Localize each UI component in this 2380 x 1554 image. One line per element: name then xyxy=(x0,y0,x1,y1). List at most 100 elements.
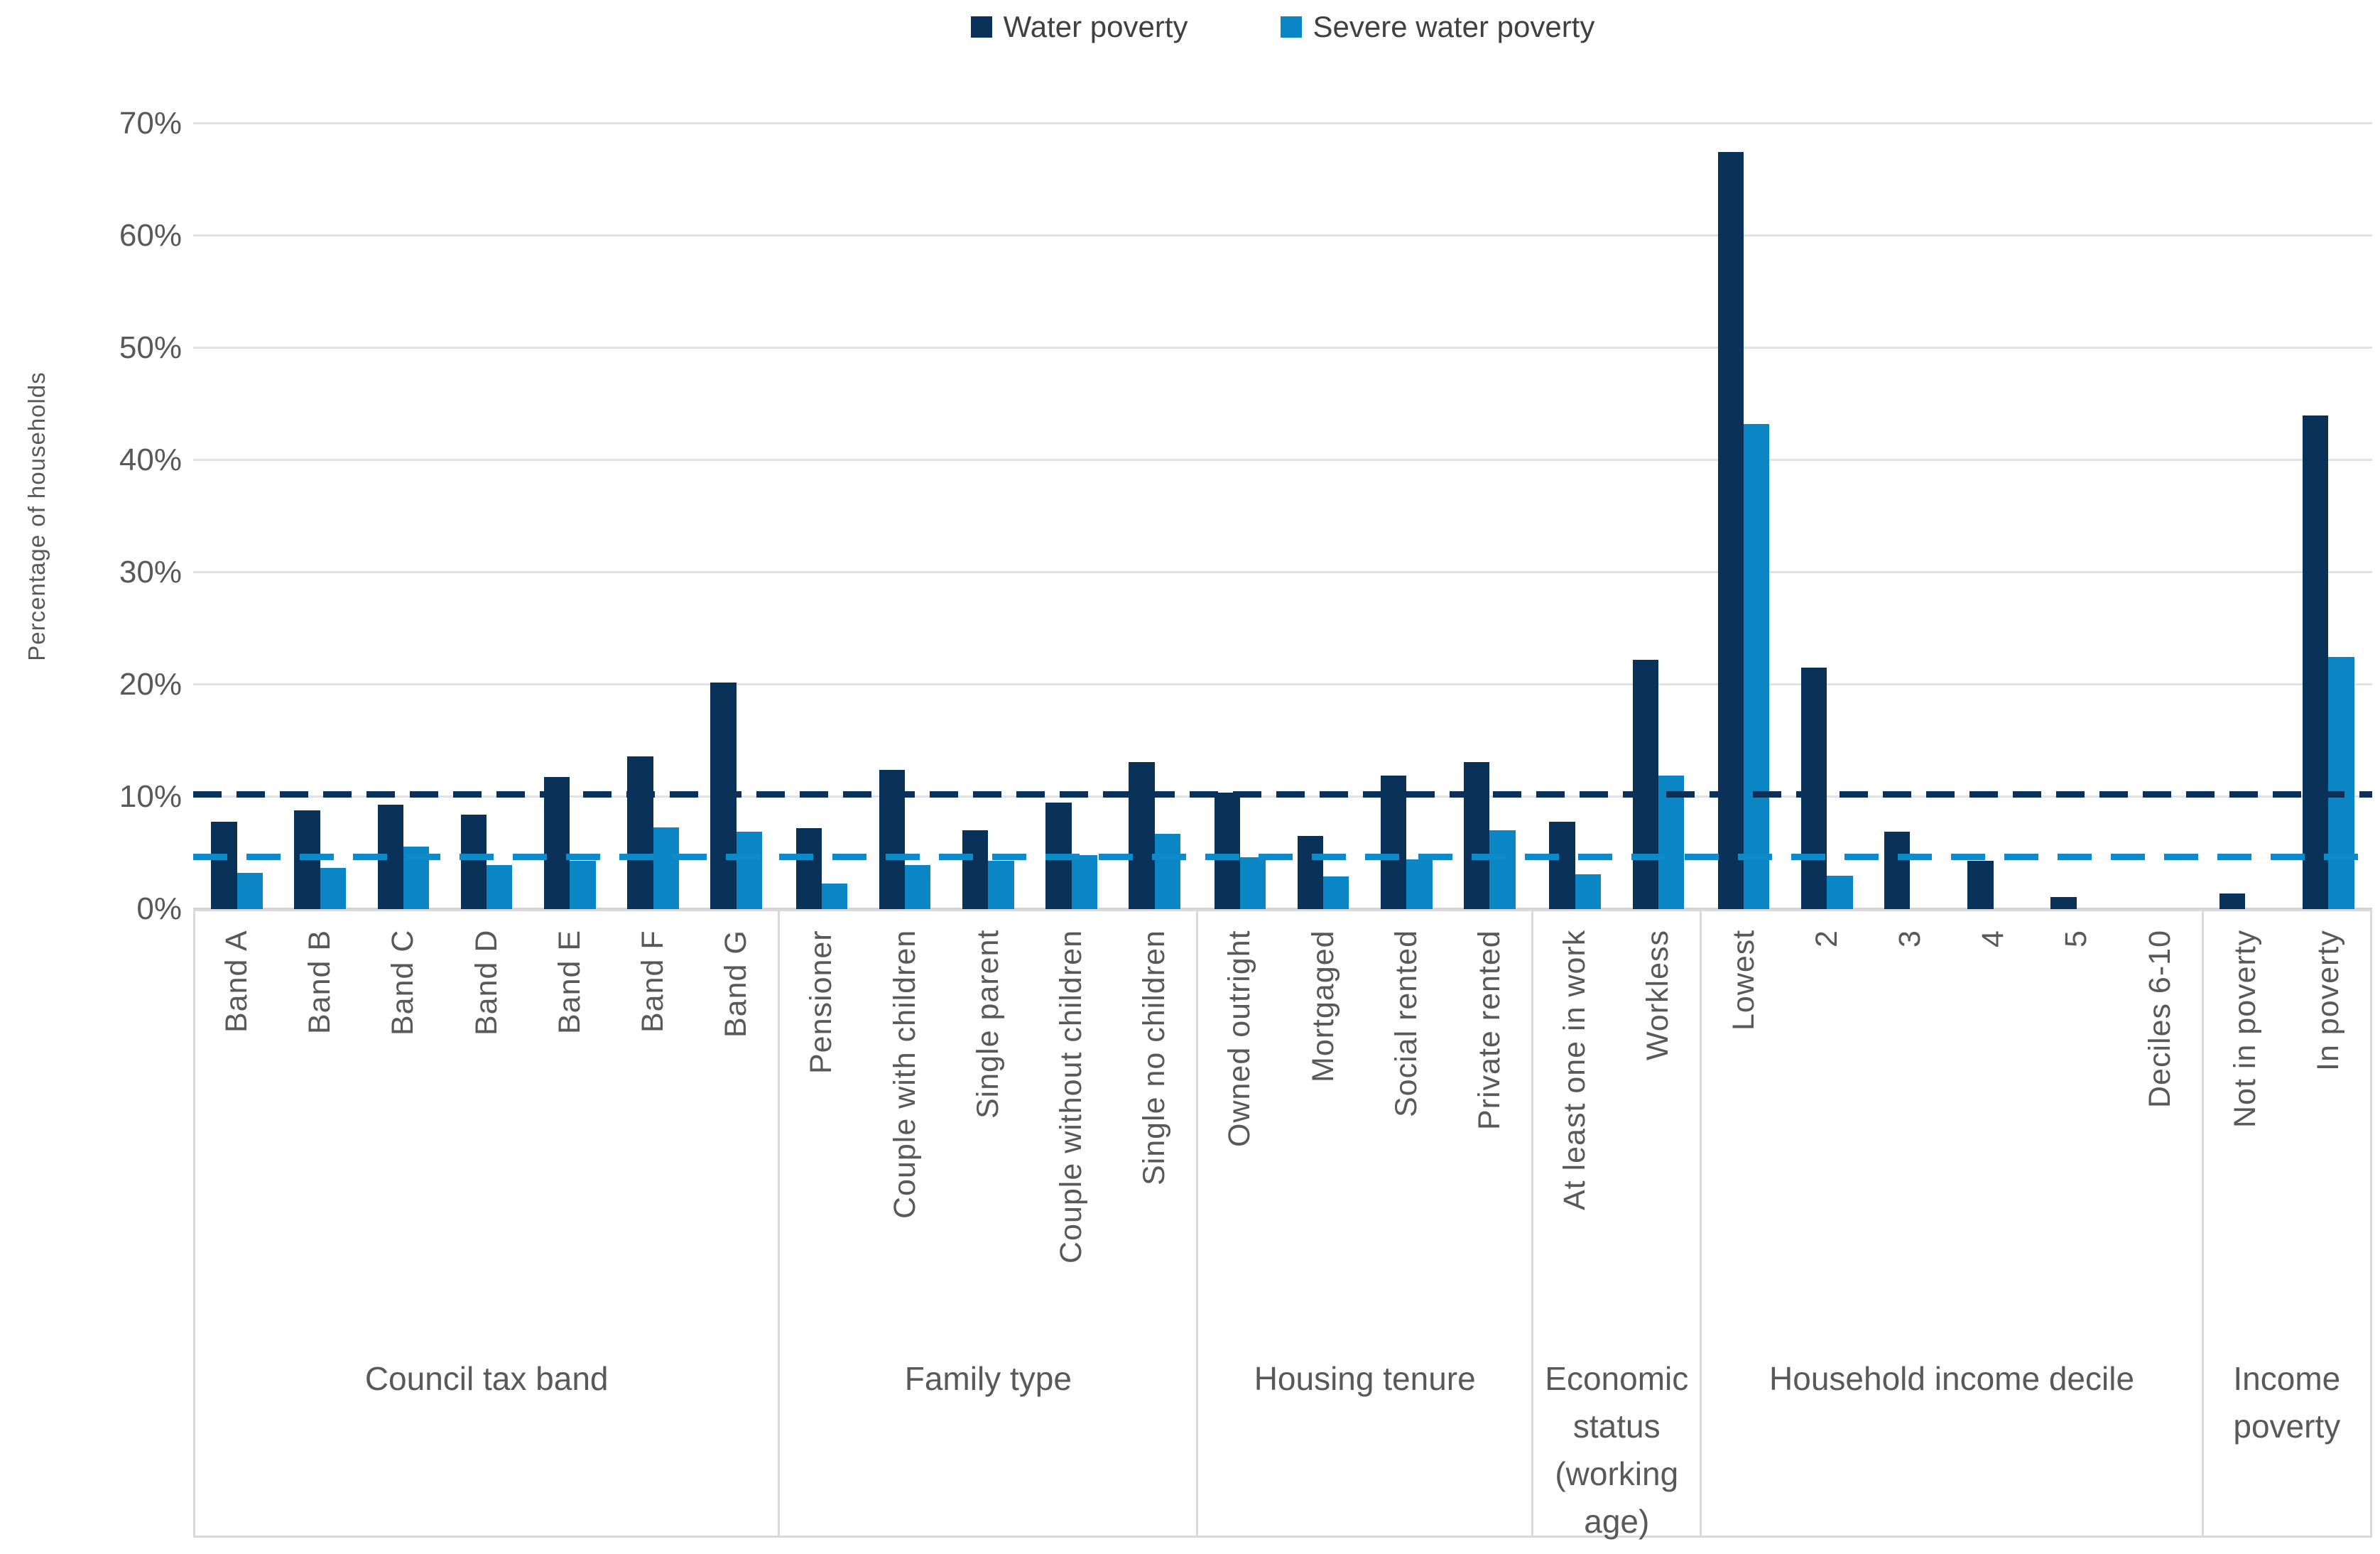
category-tick-cell: 2 xyxy=(1786,911,1869,1353)
severe-water-poverty-bar xyxy=(1827,875,1853,909)
category-tick-label: Band A xyxy=(219,930,254,1033)
severe-water-poverty-bar xyxy=(1239,857,1266,909)
bar-pair xyxy=(1198,124,1281,909)
severe-water-poverty-bar xyxy=(487,865,513,909)
water-poverty-bar xyxy=(460,815,487,909)
water-poverty-bar xyxy=(1464,762,1490,909)
legend-label: Water poverty xyxy=(1003,10,1188,43)
category-group-label: Income poverty xyxy=(2233,1360,2341,1445)
water-poverty-bar xyxy=(2303,415,2329,909)
severe-water-poverty-bar xyxy=(570,861,596,909)
severe-water-poverty-bar xyxy=(1744,424,1770,909)
category-tick-cell: Couple without children xyxy=(1030,911,1113,1353)
category-tick-cell: Not in poverty xyxy=(2204,911,2287,1353)
severe-water-poverty-swatch-icon xyxy=(1280,16,1302,38)
water-poverty-bar xyxy=(795,828,822,909)
y-tick-label: 60% xyxy=(119,218,182,253)
water-poverty-swatch-icon xyxy=(970,16,992,38)
category-tick-label: Band F xyxy=(636,930,670,1033)
category-tick-cell: Lowest xyxy=(1702,911,1785,1353)
y-tick-label: 30% xyxy=(119,555,182,589)
x-axis-line xyxy=(193,908,2372,910)
category-tick-row: Band A Band B Band C Band D Band E Band F Band… xyxy=(195,911,778,1353)
severe-water-poverty-bar xyxy=(1489,830,1516,909)
bar-pair xyxy=(2204,124,2287,909)
category-group-label: Housing tenure xyxy=(1254,1360,1476,1397)
water-poverty-bar xyxy=(1129,762,1155,909)
bar-pair xyxy=(528,124,612,909)
water-poverty-bar xyxy=(1884,831,1911,909)
category-tick-label: Owned outright xyxy=(1222,930,1257,1147)
category-tick-label: Band G xyxy=(719,930,754,1038)
category-group-label: Household income decile xyxy=(1769,1360,2135,1397)
category-tick-cell: Band A xyxy=(195,911,278,1353)
category-tick-label: Deciles 6-10 xyxy=(2142,930,2177,1108)
category-tick-cell: Private rented xyxy=(1448,911,1531,1353)
category-tick-cell: Band G xyxy=(695,911,778,1353)
category-tick-cell: Band D xyxy=(445,911,528,1353)
bar-groups xyxy=(193,124,2372,909)
gridline xyxy=(193,347,2372,349)
category-tick-label: At least one in work xyxy=(1558,930,1592,1211)
category-tick-label: Couple with children xyxy=(887,930,922,1219)
bar-pair xyxy=(1113,124,1196,909)
category-tick-cell: Owned outright xyxy=(1198,911,1281,1353)
bar-pair xyxy=(612,124,695,909)
severe-water-poverty-bar xyxy=(905,865,931,909)
severe-water-poverty-bar xyxy=(1323,876,1349,909)
water-poverty-bar xyxy=(627,756,653,909)
water-poverty-bar xyxy=(1632,660,1658,909)
bar-pair xyxy=(1869,124,1952,909)
category-tick-row: Not in poverty In poverty xyxy=(2204,911,2370,1353)
severe-water-poverty-bar xyxy=(1575,874,1601,909)
y-tick-label: 0% xyxy=(136,891,182,926)
bar-pair xyxy=(1448,124,1531,909)
category-tick-cell: 3 xyxy=(1869,911,1952,1353)
category-tick-cell: Band B xyxy=(278,911,362,1353)
category-tick-label: 3 xyxy=(1892,930,1927,947)
water-poverty-bar xyxy=(1297,836,1324,909)
category-group-box: Lowest 2 3 4 5 Deciles 6-10 Household income d… xyxy=(1700,911,2201,1536)
water-poverty-bar xyxy=(1380,775,1407,909)
category-tick-cell: Couple with children xyxy=(864,911,947,1353)
category-group-box: Owned outright Mortgaged Social rented Priv… xyxy=(1196,911,1531,1536)
gridline xyxy=(193,459,2372,462)
category-tick-label: Single parent xyxy=(970,930,1005,1119)
bar-pair xyxy=(195,124,278,909)
category-tick-label: Lowest xyxy=(1726,930,1761,1031)
bar-pair xyxy=(780,124,863,909)
bar-group xyxy=(1196,124,1531,909)
category-tick-cell: Single parent xyxy=(947,911,1030,1353)
water-poverty-bar xyxy=(2050,896,2077,909)
severe-water-poverty-bar xyxy=(1406,859,1433,909)
category-tick-row: Owned outright Mortgaged Social rented Priv… xyxy=(1198,911,1531,1353)
water-poverty-bar xyxy=(1967,861,1994,909)
category-axis: Band A Band B Band C Band D Band E Band F Band… xyxy=(193,909,2372,1540)
water-poverty-bar xyxy=(1549,821,1575,909)
category-tick-cell: Single no children xyxy=(1113,911,1196,1353)
category-tick-label: Couple without children xyxy=(1054,930,1088,1264)
category-tick-cell: Band C xyxy=(362,911,445,1353)
plot-area xyxy=(193,122,2372,910)
bar-pair xyxy=(445,124,528,909)
severe-water-poverty-average-line xyxy=(193,854,2372,861)
category-tick-label: Band E xyxy=(552,930,587,1035)
category-tick-label: 5 xyxy=(2059,930,2094,947)
severe-water-poverty-bar xyxy=(988,861,1014,909)
water-poverty-bar xyxy=(1800,668,1827,909)
severe-water-poverty-bar xyxy=(320,867,347,909)
category-tick-cell: 4 xyxy=(1952,911,2035,1353)
category-tick-label: In poverty xyxy=(2310,930,2345,1071)
y-axis-title: Percentage of households xyxy=(23,371,50,661)
category-tick-label: Pensioner xyxy=(804,930,839,1074)
category-tick-label: Workless xyxy=(1641,930,1675,1061)
bar-group xyxy=(1700,124,2201,909)
severe-water-poverty-bar xyxy=(1071,855,1097,909)
category-tick-label: 4 xyxy=(1976,930,2011,947)
bar-pair xyxy=(1616,124,1700,909)
category-tick-label: Social rented xyxy=(1389,930,1423,1117)
bar-pair xyxy=(2287,124,2370,909)
water-poverty-bar xyxy=(2219,893,2246,909)
category-group-label: Family type xyxy=(904,1360,1072,1397)
